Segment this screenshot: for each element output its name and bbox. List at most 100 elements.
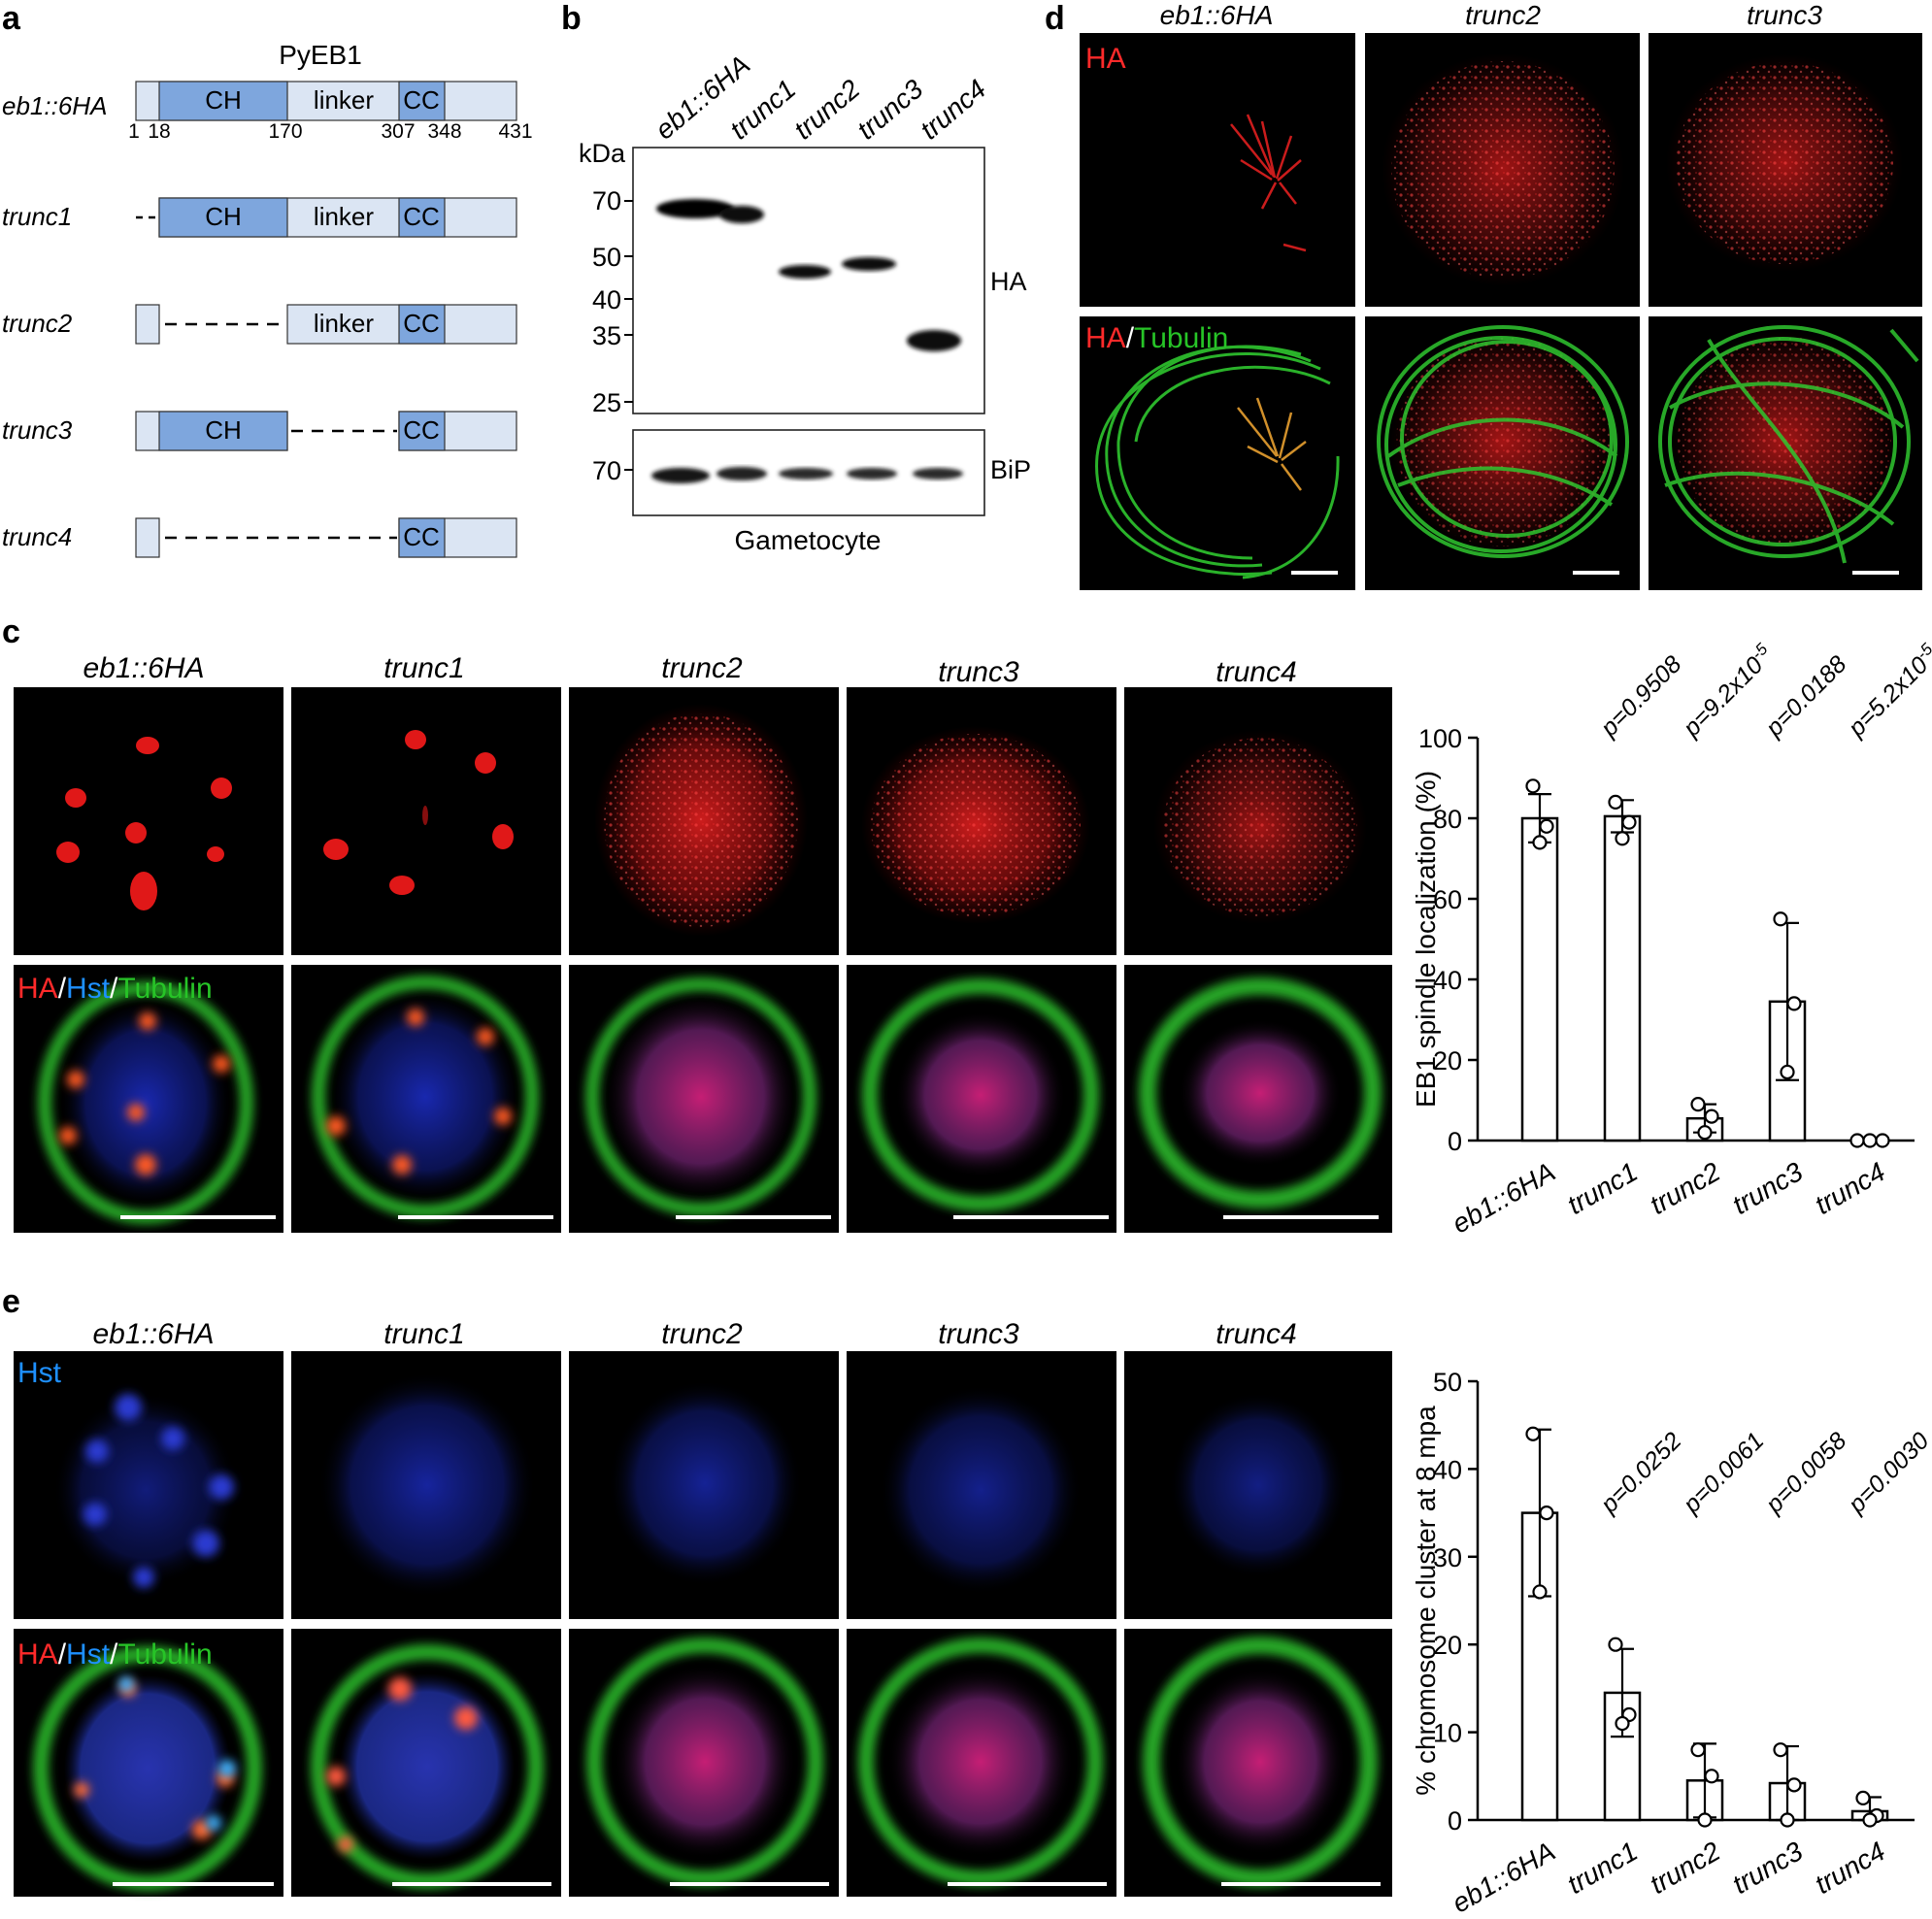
tubulin-signal [586,1638,823,1886]
y-tick-label: 30 [1433,1543,1462,1572]
n-term-fragment [135,304,160,345]
data-point [1615,1715,1630,1732]
lane-label: trunc3 [851,74,929,146]
ha-foci [59,1012,230,1175]
construct-label-trunc3: trunc3 [2,415,73,445]
ha-label: HA [990,267,1027,296]
x-tick-label: trunc2 [1645,1836,1725,1900]
merge-signal [887,1667,1074,1857]
channel-label-merge: HA/Hst/Tubulin [17,973,213,1005]
ha-speckle [1391,61,1615,279]
data-point [1608,794,1623,811]
marker-label: 25 [592,388,621,417]
merge-signal [604,994,798,1200]
p-value-label: p=9.2x10-5 [1676,639,1780,743]
label-slash: / [110,1638,118,1671]
hoechst-signal [318,1373,536,1598]
label-slash: / [58,1638,67,1671]
merge-signal [614,1665,796,1859]
data-point [1704,1769,1719,1784]
p-value-label: p=0.0030 [1843,1427,1932,1519]
band [842,257,896,271]
cc-domain [398,197,446,238]
protein-name: PyEB1 [279,40,362,70]
band [907,330,961,351]
label-hst: Hst [66,1638,111,1671]
label-hst: Hst [66,973,111,1005]
y-tick-label: 40 [1433,1455,1462,1484]
data-point [1697,1812,1713,1828]
data-point [1532,835,1548,850]
tubulin-signal [858,1638,1103,1886]
label-slash: / [1126,322,1135,354]
hoechst-signal [880,1385,1082,1595]
y-tick-label: 50 [1433,1368,1462,1397]
column-header: eb1::6HA [1160,0,1274,30]
column-header: trunc1 [383,1318,464,1350]
data-point [1690,1097,1706,1112]
y-tick-label: 20 [1433,1631,1462,1660]
ha-foci [323,730,514,895]
column-header: trunc3 [938,1318,1019,1350]
residue-number: 1 [128,120,140,143]
hoechst-foci [83,1394,234,1588]
p-value-label: p=5.2x10-5 [1841,639,1932,743]
y-tick-label: 10 [1433,1719,1462,1748]
panel-e: e eb1::6HA trunc1 trunc2 trunc3 trunc4 H… [2,1283,1392,1897]
hst-foci [118,1676,236,1831]
lane-label: trunc2 [788,74,866,146]
data-point [1875,1133,1890,1148]
bip-bands [651,467,963,483]
y-tick-label: 0 [1448,1806,1462,1836]
channel-label-ha: HA [1085,43,1126,75]
data-point [1780,1064,1795,1080]
blot-ha-frame [632,147,985,414]
x-tick-label: trunc1 [1562,1156,1643,1220]
column-header: trunc4 [1216,656,1296,688]
column-header: eb1::6HA [83,652,204,684]
y-tick-label: 0 [1448,1127,1462,1156]
tubulin-signal [1377,325,1629,558]
marker-ticks [624,200,633,403]
x-tick-label: eb1::6HA [1447,1156,1560,1239]
residue-number: 431 [498,120,532,143]
column-header: trunc4 [1216,1318,1296,1350]
label-ha: HA [1085,322,1126,354]
data-point [1849,1133,1865,1148]
bar [1520,816,1559,1142]
tubulin-signal [311,1644,544,1889]
x-tick-label: trunc4 [1810,1836,1890,1900]
band [779,265,831,279]
column-header: trunc3 [1747,0,1822,30]
y-tick-label: 40 [1433,966,1462,995]
x-tick-label: trunc1 [1562,1836,1643,1900]
construct-label-trunc1: trunc1 [2,202,72,231]
data-point [1608,1637,1623,1652]
x-tick-label: trunc3 [1727,1156,1808,1220]
lane-labels: eb1::6HA trunc1 trunc2 trunc3 trunc4 [650,50,992,146]
bip-label: BiP [990,455,1031,484]
ha-speckle [1676,62,1893,264]
band [847,468,897,480]
construct-label-trunc2: trunc2 [2,309,73,338]
cc-label: CC [403,309,440,338]
construct-label-full: eb1::6HA [2,91,107,120]
ch-domain [158,411,288,451]
cc-domain [398,411,446,451]
x-tick-label: trunc4 [1810,1156,1890,1220]
bip-marker-label: 70 [592,456,621,485]
data-point [1862,1812,1878,1828]
data-point [1690,1742,1706,1758]
channel-label-hst: Hst [17,1357,62,1389]
tubulin-signal [1139,977,1382,1208]
y-tick-label: 100 [1418,724,1462,753]
kda-markers: 70 50 40 35 25 [592,186,621,417]
label-ha: HA [17,1638,58,1671]
data-point [1786,1777,1802,1793]
panel-label-e: e [2,1283,20,1320]
panel-label-d: d [1045,0,1065,37]
residue-numbers: 1 18 170 307 348 431 [128,120,532,143]
data-point [1532,1584,1548,1600]
column-header: trunc2 [661,652,743,684]
ch-domain-full [158,81,288,121]
